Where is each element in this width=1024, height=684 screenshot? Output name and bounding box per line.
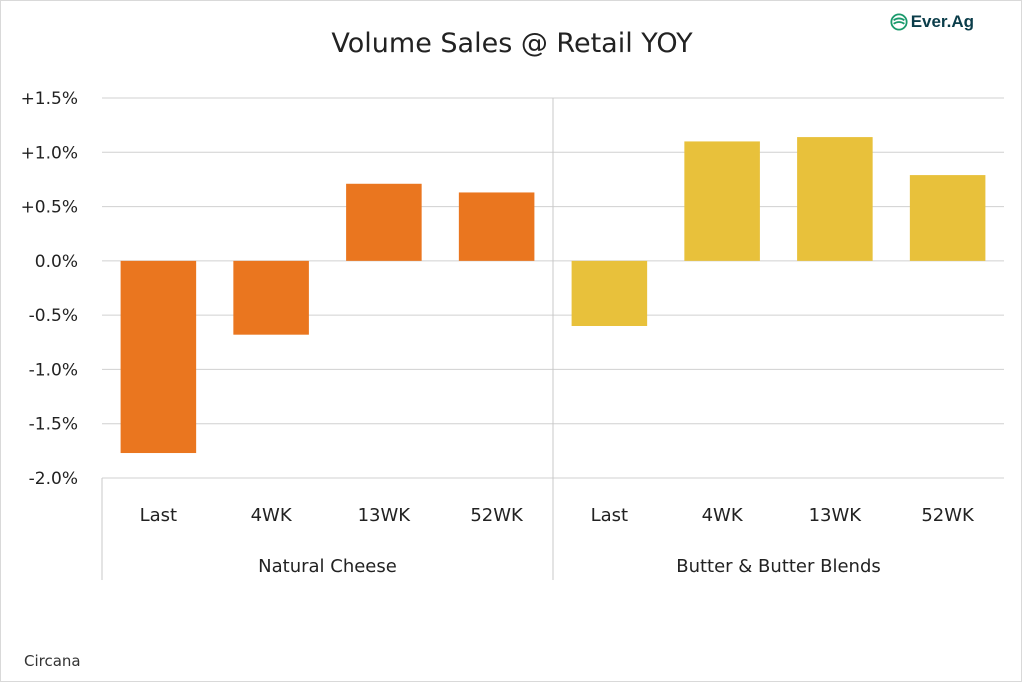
y-tick-label: +0.5% xyxy=(21,198,78,218)
bar xyxy=(346,183,422,261)
y-tick-label: -0.5% xyxy=(29,306,78,326)
bar xyxy=(120,260,197,454)
bar xyxy=(458,192,535,261)
y-tick-label: 0.0% xyxy=(35,252,78,272)
y-tick-label: +1.0% xyxy=(21,143,78,163)
x-tick-label: 52WK xyxy=(921,505,975,526)
source-label: Circana xyxy=(24,652,81,670)
y-tick-label: -1.5% xyxy=(29,415,78,435)
brand-name: Ever.Ag xyxy=(910,12,974,31)
y-tick-label: +1.5% xyxy=(21,89,78,109)
x-tick-label: 13WK xyxy=(809,505,863,526)
x-tick-label: 4WK xyxy=(251,505,293,526)
y-tick-label: -1.0% xyxy=(29,360,78,380)
chart-title: Volume Sales @ Retail YOY xyxy=(331,28,693,59)
bar xyxy=(797,137,873,261)
bar xyxy=(909,175,986,261)
ever-ag-logo-icon xyxy=(890,13,908,31)
brand-logo: Ever.Ag xyxy=(890,12,974,32)
bar xyxy=(233,260,309,335)
group-label: Butter & Butter Blends xyxy=(676,556,881,577)
x-tick-label: 13WK xyxy=(358,505,412,526)
x-tick-label: Last xyxy=(591,505,629,526)
x-tick-label: Last xyxy=(140,505,178,526)
x-tick-label: 4WK xyxy=(702,505,744,526)
x-tick-label: 52WK xyxy=(470,505,524,526)
group-label: Natural Cheese xyxy=(258,556,397,577)
bar xyxy=(684,141,760,261)
bar xyxy=(571,260,648,326)
y-tick-label: -2.0% xyxy=(29,469,78,489)
